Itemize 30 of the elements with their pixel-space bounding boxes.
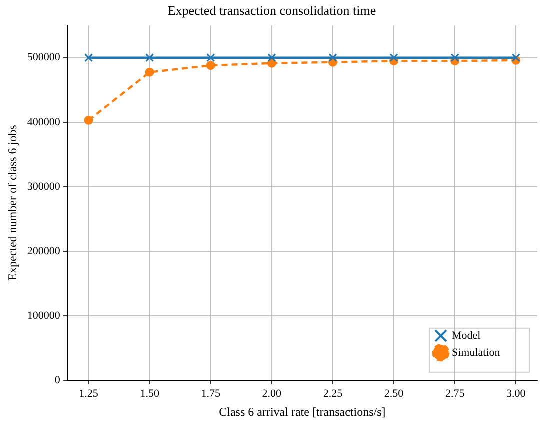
x-tick-label: 1.50 [140,388,160,400]
point [512,54,520,62]
y-tick-label: 200000 [27,245,61,258]
point [84,54,94,62]
x-tick-label: 2.00 [262,388,282,400]
y-tick-label: 300000 [27,180,61,193]
chart-title: Expected transaction consolidation time [168,3,376,18]
x-tick-label: 2.50 [384,388,404,400]
y-tick-label: 400000 [27,116,61,128]
point [328,54,338,62]
x-tick-label: 1.25 [79,388,99,400]
y-axis-title: Expected number of class 6 jobs [5,124,20,281]
y-tick-label: 0 [54,374,61,386]
point [268,54,276,62]
point [450,54,460,62]
y-tick-label: 100000 [27,310,61,322]
point [206,54,216,62]
point [146,54,154,62]
point [145,68,154,77]
x-axis-title: Class 6 arrival rate [transactions/s] [219,404,386,419]
x-tick-label: 2.25 [323,388,344,400]
point [390,54,398,62]
legend-label: Simulation [452,346,501,359]
legend-label: Model [452,330,481,342]
point [84,116,94,125]
x-tick-label: 3.00 [506,388,526,400]
point [206,61,216,70]
y-tick-label: 500000 [27,52,61,64]
x-tick-label: 1.75 [201,388,221,400]
x-tick-label: 2.75 [445,388,466,400]
